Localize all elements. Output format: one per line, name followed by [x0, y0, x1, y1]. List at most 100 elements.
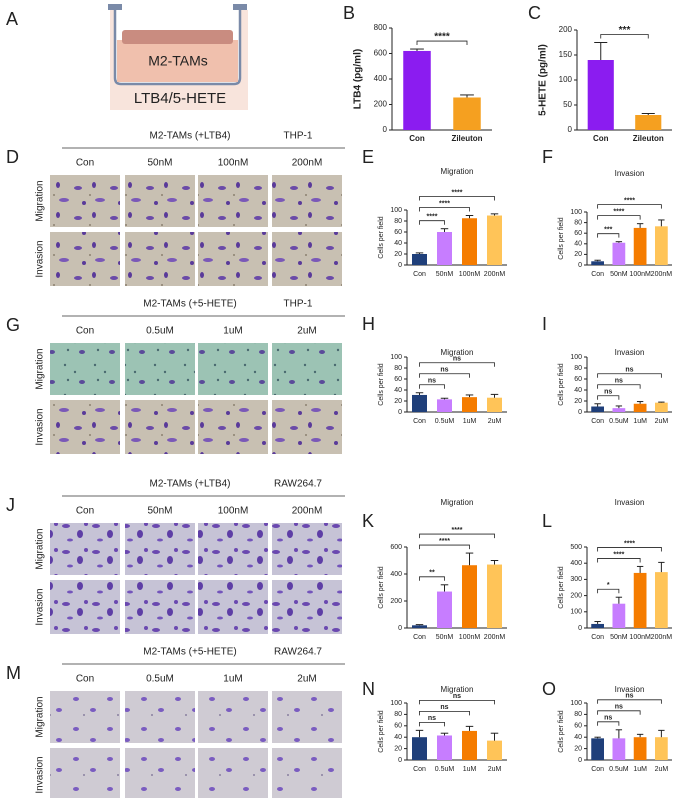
y-axis-label: Cells per field — [558, 363, 565, 406]
sig-label: ns — [428, 715, 436, 722]
micrograph — [198, 343, 268, 395]
row-label: Invasion — [35, 756, 46, 793]
micrograph — [125, 580, 195, 634]
y-axis-label: Cells per field — [558, 566, 565, 609]
y-tick-label: 0 — [383, 125, 388, 134]
error-bar — [440, 397, 449, 400]
micrograph — [50, 691, 120, 743]
row-label: Migration — [35, 696, 46, 737]
y-axis-label: LTB4 (pg/ml) — [353, 49, 364, 109]
row-label: Invasion — [35, 240, 46, 277]
x-tick-label: 50nM — [610, 634, 628, 641]
sig-bracket — [597, 721, 620, 726]
bar — [587, 60, 614, 130]
y-tick-label: 400 — [374, 74, 388, 83]
y-tick-label: 600 — [390, 544, 402, 551]
sig-bracket — [600, 34, 649, 39]
sig-bracket — [419, 220, 445, 225]
micrograph — [125, 523, 195, 575]
error-bar — [490, 213, 499, 216]
panel-label: D — [6, 147, 19, 167]
y-tick-label: 0 — [578, 757, 582, 764]
sig-label: ns — [604, 715, 612, 722]
y-tick-label: 20 — [574, 251, 582, 258]
sig-label: **** — [434, 32, 450, 43]
x-tick-label: Zileuton — [451, 134, 482, 143]
error-bar — [658, 561, 665, 573]
row-label: Invasion — [35, 408, 46, 445]
error-bar — [490, 560, 499, 565]
bar — [437, 399, 452, 412]
y-axis-label: Cells per field — [558, 217, 565, 260]
error-bar — [615, 241, 623, 243]
x-tick-label: Con — [413, 766, 426, 773]
x-tick-label: Con — [413, 418, 426, 425]
sig-label: ** — [429, 570, 435, 577]
micrograph — [125, 748, 195, 798]
sig-bracket — [419, 710, 470, 716]
micrograph — [50, 175, 120, 227]
y-tick-label: 40 — [394, 240, 402, 247]
error-bar — [615, 405, 623, 409]
y-tick-label: 60 — [574, 723, 582, 730]
sig-label: ns — [615, 704, 623, 711]
panel-label: O — [542, 679, 556, 699]
x-tick-label: 200nM — [651, 634, 673, 641]
error-bar — [490, 732, 499, 741]
error-bar — [636, 733, 644, 738]
y-tick-label: 150 — [559, 50, 573, 59]
sig-label: ns — [453, 356, 461, 363]
sig-bracket — [419, 196, 495, 201]
column-label: 200nM — [292, 506, 323, 517]
bar — [487, 564, 502, 628]
y-tick-label: 0 — [398, 409, 402, 416]
x-tick-label: Zileuton — [633, 134, 664, 143]
micrograph — [198, 523, 268, 575]
micrograph — [125, 232, 195, 286]
micrograph — [50, 580, 120, 634]
x-tick-label: Con — [591, 271, 604, 278]
bar — [403, 50, 431, 131]
panel-a-schematic — [108, 4, 248, 110]
x-tick-label: 2uM — [655, 418, 669, 425]
error-bar — [415, 392, 424, 395]
sig-bracket — [419, 533, 495, 539]
sig-label: **** — [624, 540, 635, 547]
row-label: Invasion — [35, 588, 46, 625]
chart-title: Invasion — [615, 498, 645, 507]
chart-title: Migration — [441, 167, 474, 176]
panel-label: L — [542, 511, 552, 531]
x-tick-label: 1uM — [633, 766, 647, 773]
row-label: Migration — [35, 348, 46, 389]
sig-label: **** — [439, 538, 450, 545]
bar — [633, 572, 647, 628]
y-tick-label: 0 — [398, 262, 402, 269]
x-tick-label: Con — [409, 134, 425, 143]
column-label: 200nM — [292, 158, 323, 169]
sig-bracket — [597, 710, 641, 715]
micrograph — [198, 748, 268, 798]
sig-label: **** — [452, 527, 463, 534]
micrograph — [198, 175, 268, 227]
error-bar — [594, 259, 601, 262]
sig-bracket — [597, 215, 641, 220]
y-tick-label: 400 — [570, 560, 582, 567]
bar — [633, 403, 647, 412]
x-tick-label: 100nM — [459, 271, 481, 278]
error-bar — [465, 725, 474, 731]
sig-label: **** — [613, 209, 624, 216]
y-tick-label: 0 — [578, 625, 582, 632]
micrograph — [198, 232, 268, 286]
bar — [591, 406, 604, 412]
y-tick-label: 40 — [394, 387, 402, 394]
error-bar — [658, 729, 665, 738]
sig-bracket — [416, 40, 468, 46]
micrograph — [272, 523, 342, 575]
sig-label: ns — [440, 367, 448, 374]
chart-title: Invasion — [615, 685, 645, 694]
micrograph — [272, 400, 342, 454]
error-bar — [465, 215, 474, 219]
x-tick-label: Con — [591, 418, 604, 425]
sig-bracket — [419, 721, 445, 727]
panel-label: M — [6, 663, 21, 683]
